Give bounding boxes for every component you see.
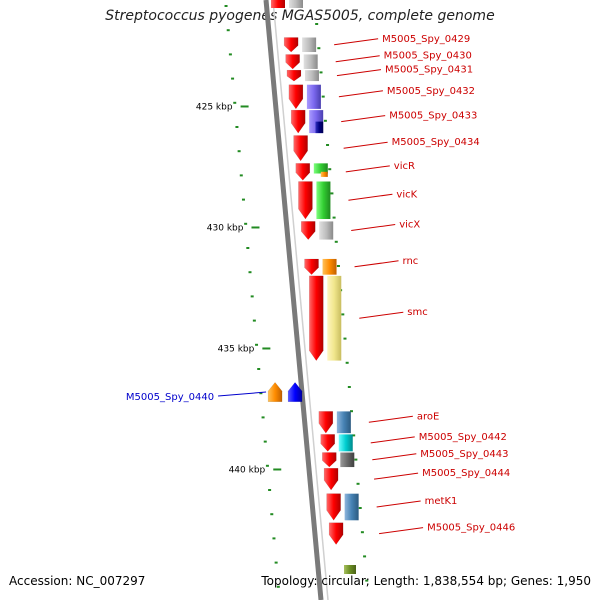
cds-reverse-arrow[interactable] bbox=[267, 381, 283, 402]
gene-label-leader bbox=[218, 391, 267, 397]
cds-arrow[interactable] bbox=[326, 493, 341, 521]
gene-label[interactable]: aroE bbox=[417, 411, 439, 422]
gene-label[interactable]: M5005_Spy_0429 bbox=[382, 34, 470, 45]
gene-product-block[interactable] bbox=[315, 121, 324, 134]
gene-label-leader bbox=[376, 500, 421, 508]
backbone bbox=[263, 0, 329, 600]
gene-product-block[interactable] bbox=[304, 70, 319, 82]
cds-arrow[interactable] bbox=[295, 163, 311, 181]
gene-product-block[interactable] bbox=[320, 171, 328, 177]
cds-arrow[interactable] bbox=[288, 84, 304, 110]
gene-label-leader bbox=[345, 165, 390, 173]
gene-label-leader bbox=[359, 311, 404, 319]
gene-product-block[interactable] bbox=[322, 258, 337, 275]
gene-label[interactable]: metK1 bbox=[425, 496, 458, 507]
scale-tick-label: 430 kbp bbox=[207, 223, 244, 233]
gene-label[interactable]: vicX bbox=[399, 220, 420, 231]
cds-reverse-arrow[interactable] bbox=[287, 381, 303, 402]
gene-label[interactable]: vicK bbox=[396, 189, 417, 200]
gene-label[interactable]: vicR bbox=[394, 161, 415, 172]
cds-arrow[interactable] bbox=[298, 181, 313, 220]
cds-arrow[interactable] bbox=[322, 452, 337, 468]
gene-product-block[interactable] bbox=[303, 54, 318, 69]
gene-product-block[interactable] bbox=[302, 37, 317, 53]
gene-label-leader bbox=[348, 193, 393, 201]
gene-product-block[interactable] bbox=[344, 493, 359, 521]
gene-label-leader bbox=[335, 55, 380, 63]
page-title: Streptococcus pyogenes MGAS5005, complet… bbox=[105, 8, 495, 24]
scale-tick-label: 440 kbp bbox=[229, 465, 266, 475]
cds-arrow[interactable] bbox=[293, 135, 308, 162]
gene-label[interactable]: M5005_Spy_0444 bbox=[422, 468, 510, 479]
gene-label[interactable]: M5005_Spy_0442 bbox=[419, 432, 507, 443]
backbone-strand-reverse bbox=[272, 0, 329, 600]
gene-product-block[interactable] bbox=[306, 84, 321, 109]
feature-tracks bbox=[267, 0, 359, 574]
cds-arrow[interactable] bbox=[300, 221, 316, 240]
cds-arrow[interactable] bbox=[318, 411, 334, 434]
gene-label-leader bbox=[372, 453, 417, 461]
gene-product-block[interactable] bbox=[319, 221, 334, 240]
scale-tick-label: 425 kbp bbox=[196, 102, 233, 112]
cds-arrow[interactable] bbox=[290, 109, 306, 134]
gene-label[interactable]: M5005_Spy_0432 bbox=[387, 86, 475, 97]
gene-product-block-partial[interactable] bbox=[289, 0, 303, 8]
gene-product-block[interactable] bbox=[336, 411, 351, 434]
gene-product-block[interactable] bbox=[338, 434, 353, 452]
cds-arrow[interactable] bbox=[323, 468, 339, 491]
gene-label-leader bbox=[374, 472, 419, 480]
genome-summary-text: Topology: circular; Length: 1,838,554 bp… bbox=[261, 574, 591, 588]
cds-arrow-partial[interactable] bbox=[271, 0, 285, 8]
gene-label-leader bbox=[368, 415, 413, 423]
gene-label-leader bbox=[334, 38, 379, 46]
cds-arrow[interactable] bbox=[285, 54, 300, 70]
gene-label[interactable]: M5005_Spy_0430 bbox=[384, 51, 472, 62]
cds-arrow[interactable] bbox=[309, 275, 324, 362]
gene-product-block-partial[interactable] bbox=[344, 565, 356, 574]
scale-ticks: 425 kbp 430 kbp 435 kbp 440 kbp bbox=[196, 102, 282, 475]
gene-label[interactable]: M5005_Spy_0440 bbox=[126, 392, 214, 403]
gene-product-block[interactable] bbox=[340, 452, 355, 468]
gene-label[interactable]: smc bbox=[407, 307, 427, 318]
gene-label[interactable]: M5005_Spy_0434 bbox=[392, 137, 480, 148]
gene-product-block[interactable] bbox=[313, 163, 328, 174]
backbone-strand-forward bbox=[263, 0, 324, 600]
accession-text: Accession: NC_007297 bbox=[9, 574, 146, 588]
gene-label-leader bbox=[338, 90, 383, 98]
gene-product-block[interactable] bbox=[316, 181, 331, 220]
cds-arrow[interactable] bbox=[320, 434, 335, 452]
scale-tick-label: 435 kbp bbox=[218, 344, 255, 354]
cds-arrow[interactable] bbox=[328, 522, 344, 545]
gene-label[interactable]: M5005_Spy_0431 bbox=[385, 65, 473, 76]
gene-label-leader bbox=[341, 115, 386, 123]
gene-label-leader bbox=[351, 224, 396, 232]
gene-label-leader bbox=[370, 436, 415, 444]
gene-labels: M5005_Spy_0429 M5005_Spy_0430 M5005_Spy_04… bbox=[126, 34, 515, 535]
gene-label-leader bbox=[343, 141, 388, 149]
gene-label[interactable]: M5005_Spy_0446 bbox=[427, 523, 515, 534]
gene-label[interactable]: M5005_Spy_0433 bbox=[389, 111, 477, 122]
gene-label-leader bbox=[379, 527, 424, 535]
gene-label[interactable]: rnc bbox=[403, 256, 419, 267]
gene-label[interactable]: M5005_Spy_0443 bbox=[420, 449, 508, 460]
gene-label-leader bbox=[336, 69, 382, 77]
cds-arrow[interactable] bbox=[283, 37, 299, 53]
gene-product-block[interactable] bbox=[327, 275, 342, 361]
cds-arrow[interactable] bbox=[286, 69, 302, 82]
cds-arrow[interactable] bbox=[304, 258, 319, 276]
gene-label-leader bbox=[354, 260, 399, 268]
